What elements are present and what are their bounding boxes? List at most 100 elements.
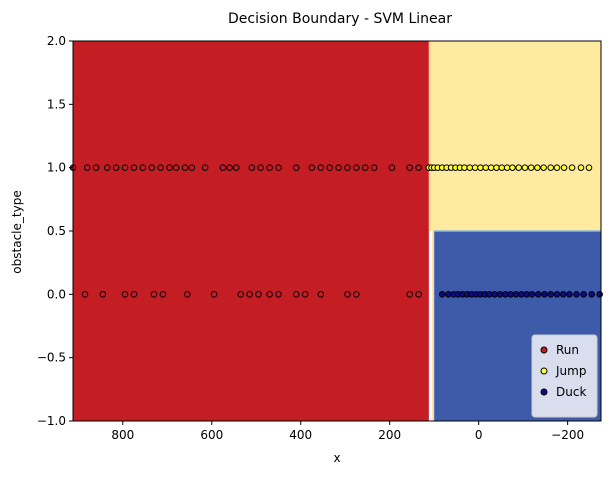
point-run xyxy=(246,291,253,298)
x-tick-label: 800 xyxy=(111,428,134,442)
point-run xyxy=(130,164,138,171)
point-duck xyxy=(553,291,561,298)
x-axis-label: x xyxy=(333,451,340,465)
point-jump xyxy=(521,164,529,171)
point-jump xyxy=(585,164,593,171)
point-run xyxy=(361,164,369,171)
point-jump xyxy=(547,164,555,171)
x-tick-label: 200 xyxy=(378,428,401,442)
point-run xyxy=(370,164,378,171)
point-duck xyxy=(507,291,515,298)
point-run xyxy=(121,291,129,298)
point-jump xyxy=(493,164,500,171)
point-duck xyxy=(496,291,504,298)
point-run xyxy=(275,164,282,171)
point-run xyxy=(317,291,325,298)
point-run xyxy=(415,291,422,298)
point-duck xyxy=(491,291,498,298)
legend: Run Jump Duck xyxy=(531,334,598,418)
point-run xyxy=(188,164,196,171)
point-run xyxy=(226,164,233,171)
point-run xyxy=(255,291,262,298)
point-duck xyxy=(438,291,446,298)
point-run xyxy=(317,164,325,171)
point-run xyxy=(201,164,209,171)
point-duck xyxy=(502,291,509,298)
point-duck xyxy=(486,291,493,298)
legend-label-duck: Duck xyxy=(556,385,586,399)
y-tick-label: −0.5 xyxy=(37,351,66,365)
x-tick-label: 400 xyxy=(289,428,312,442)
region-jump xyxy=(428,41,601,231)
point-run xyxy=(81,291,89,298)
point-run xyxy=(184,291,191,298)
point-duck xyxy=(523,291,531,298)
point-run xyxy=(121,164,129,171)
point-run xyxy=(257,164,265,171)
point-run xyxy=(157,164,164,171)
point-duck xyxy=(528,291,536,298)
region-run xyxy=(73,41,429,421)
legend-marker-run xyxy=(540,346,548,354)
point-duck xyxy=(512,291,520,298)
axes: 800 600 400 200 0 −200 2.0 1.5 1.0 0.5 0.0 −0.5 −1.0 xyxy=(37,34,602,442)
legend-label-jump: Jump xyxy=(555,364,586,378)
point-run xyxy=(232,164,240,171)
point-run xyxy=(406,291,414,298)
point-run xyxy=(344,291,351,298)
point-run xyxy=(159,291,167,298)
point-jump xyxy=(515,164,523,171)
point-duck xyxy=(541,291,548,298)
point-run xyxy=(181,164,189,171)
x-tick-label: 600 xyxy=(200,428,223,442)
point-run xyxy=(266,291,273,298)
point-duck xyxy=(559,291,567,298)
point-jump xyxy=(553,164,561,171)
point-duck xyxy=(580,291,587,298)
point-jump xyxy=(568,164,576,171)
point-duck xyxy=(588,291,595,298)
point-jump xyxy=(534,164,541,171)
point-run xyxy=(130,291,138,298)
point-run xyxy=(92,164,100,171)
x-tick-label: −200 xyxy=(551,428,584,442)
point-run xyxy=(353,164,360,171)
y-tick-label: −1.0 xyxy=(37,414,66,428)
y-axis-label: obstacle_type xyxy=(10,190,24,273)
point-run xyxy=(292,164,300,171)
point-run xyxy=(292,291,300,298)
point-run xyxy=(210,291,218,298)
point-duck xyxy=(596,291,603,298)
point-run xyxy=(266,164,273,171)
y-tick-label: 1.5 xyxy=(47,97,66,111)
point-run xyxy=(353,291,360,298)
point-jump xyxy=(461,164,468,171)
decision-regions xyxy=(73,41,601,421)
point-run xyxy=(99,291,107,298)
point-run xyxy=(219,164,227,171)
point-run xyxy=(301,291,309,298)
point-run xyxy=(172,164,180,171)
point-jump xyxy=(498,164,506,171)
point-duck xyxy=(534,291,542,298)
point-run xyxy=(308,164,316,171)
point-run xyxy=(112,164,120,171)
point-jump xyxy=(471,164,479,171)
y-tick-label: 2.0 xyxy=(47,34,66,48)
point-jump xyxy=(487,164,495,171)
point-run xyxy=(344,164,351,171)
point-jump xyxy=(527,164,535,171)
point-run xyxy=(103,164,111,171)
legend-box xyxy=(531,334,598,418)
point-duck xyxy=(566,291,573,298)
point-run xyxy=(148,164,156,171)
chart-title: Decision Boundary - SVM Linear xyxy=(228,11,452,27)
y-tick-label: 0.5 xyxy=(47,224,66,238)
point-run xyxy=(139,164,147,171)
data-points xyxy=(69,164,603,298)
point-run xyxy=(326,164,333,171)
point-run xyxy=(335,164,342,171)
point-run xyxy=(237,291,244,298)
point-run xyxy=(415,164,422,171)
point-jump xyxy=(482,164,490,171)
